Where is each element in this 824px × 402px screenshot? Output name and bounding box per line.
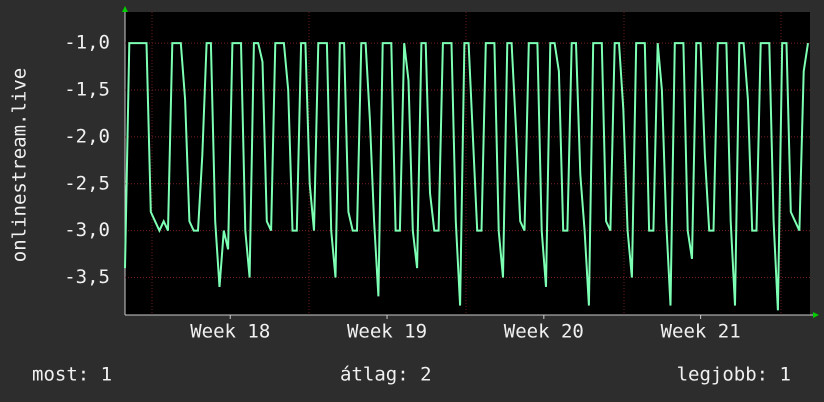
- y-tick-label: -3,5: [64, 266, 110, 288]
- summary-avg: átlag: 2: [340, 364, 432, 386]
- y-tick-label: -1,5: [64, 79, 110, 101]
- plot-area: [125, 12, 810, 315]
- y-tick-label: -2,0: [64, 125, 110, 147]
- summary-now: most: 1: [32, 364, 112, 386]
- y-tick-label: -1,0: [64, 32, 110, 54]
- y-axis-label: onlinestream.live: [9, 68, 31, 262]
- y-tick-label: -2,5: [64, 172, 110, 194]
- summary-best: legjobb: 1: [677, 364, 791, 386]
- week-dividers: [151, 12, 782, 315]
- y-arrow: [122, 6, 128, 12]
- y-tick-label: -3,0: [64, 219, 110, 241]
- x-tick-label: Week 21: [661, 321, 741, 343]
- x-tick-label: Week 18: [190, 321, 270, 343]
- data-line: [124, 42, 809, 311]
- x-arrow: [813, 312, 819, 318]
- x-tick-label: Week 19: [347, 321, 427, 343]
- x-tick-label: Week 20: [504, 321, 584, 343]
